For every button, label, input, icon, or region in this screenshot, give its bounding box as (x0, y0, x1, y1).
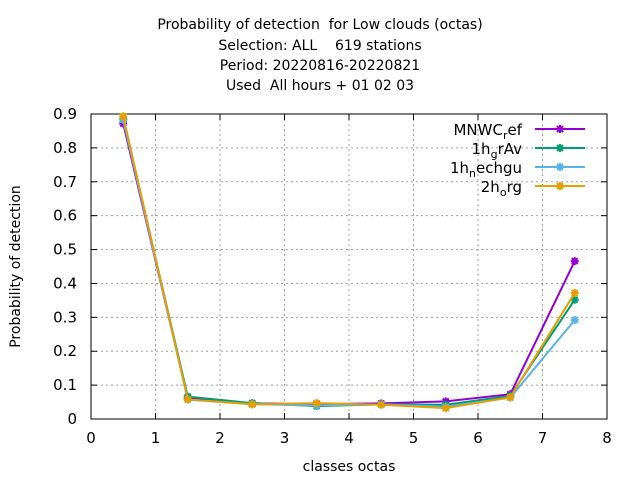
legend-label-tail: rAv (498, 140, 523, 158)
legend-label: 1hnechgu (450, 159, 522, 180)
marker-d2 (442, 404, 450, 412)
legend-label: MNWCref (453, 121, 522, 142)
marker-d2 (571, 289, 579, 297)
legend-label-main: 2h (481, 178, 500, 196)
chart-title-line-2: Selection: ALL 619 stations (218, 38, 422, 54)
data-point (506, 393, 515, 402)
legend-swatch-marker (556, 144, 564, 152)
x-tick-label: 2 (215, 429, 225, 447)
legend-label-main: 1h (472, 140, 491, 158)
x-tick-label: 1 (151, 429, 161, 447)
legend-label-main: 1h (450, 159, 469, 177)
x-tick-label: 6 (473, 429, 483, 447)
marker-d2 (377, 401, 385, 409)
data-point (570, 288, 579, 297)
chart-title-line-3: Period: 20220816-20220821 (219, 58, 421, 74)
marker-d2 (571, 316, 579, 324)
y-tick-label: 0.2 (53, 342, 77, 360)
marker-d2 (571, 296, 579, 304)
x-tick-label: 4 (344, 429, 354, 447)
legend-entry-0: MNWCref (453, 121, 585, 142)
series-3 (119, 112, 579, 413)
data-point (441, 404, 450, 413)
legend-swatch-marker (556, 182, 564, 190)
data-point (570, 257, 579, 266)
data-point (312, 399, 321, 408)
marker-d2 (556, 182, 564, 190)
y-tick-label: 0 (67, 410, 77, 428)
legend-label-tail: echgu (476, 159, 522, 177)
x-tick-label: 5 (409, 429, 419, 447)
data-point (377, 400, 386, 409)
legend-entry-3: 2horg (481, 178, 585, 199)
y-axis-title: Probability of detection (8, 185, 24, 348)
y-tick-label: 0.3 (53, 308, 77, 326)
marker-d2 (313, 399, 321, 407)
legend-entry-2: 1hnechgu (450, 159, 585, 180)
legend-swatch-marker (556, 163, 564, 171)
y-tick-label: 0.1 (53, 376, 77, 394)
data-point (183, 395, 192, 404)
chart-title-line-4: Used All hours + 01 02 03 (225, 78, 415, 94)
data-point (248, 400, 257, 409)
x-tick-label: 8 (602, 429, 612, 447)
marker-d2 (556, 125, 564, 133)
legend-label-tail: ef (507, 121, 522, 139)
legend-label-sub: r (503, 129, 508, 142)
y-tick-label: 0.8 (53, 139, 77, 157)
x-tick-label: 0 (86, 429, 96, 447)
y-tick-label: 0.7 (53, 173, 77, 191)
marker-d2 (556, 144, 564, 152)
x-axis-title: classes octas (303, 459, 396, 475)
y-tick-label: 0.5 (53, 241, 77, 259)
x-tick-label: 3 (280, 429, 290, 447)
legend-label-tail: rg (507, 178, 522, 196)
y-tick-label: 0.4 (53, 274, 77, 292)
x-tick-label: 7 (538, 429, 548, 447)
legend-label: 1hgrAv (472, 140, 523, 161)
marker-d2 (571, 257, 579, 265)
legend-label-sub: o (500, 186, 507, 199)
marker-d2 (556, 163, 564, 171)
legend-entry-1: 1hgrAv (472, 140, 585, 161)
y-tick-label: 0.9 (53, 105, 77, 123)
data-point (119, 112, 128, 121)
marker-d2 (248, 400, 256, 409)
data-point (570, 316, 579, 325)
series-line (122, 116, 576, 410)
marker-d2 (119, 112, 127, 121)
chart-title-line-1: Probability of detection for Low clouds … (157, 17, 483, 33)
legend-label-sub: n (469, 167, 476, 180)
y-tick-label: 0.6 (53, 207, 77, 225)
legend-label: 2horg (481, 178, 522, 199)
legend-label-main: MNWC (453, 121, 502, 139)
marker-d2 (184, 395, 192, 404)
marker-d2 (506, 393, 514, 402)
legend-swatch-marker (556, 125, 564, 133)
legend-label-sub: g (491, 148, 498, 161)
